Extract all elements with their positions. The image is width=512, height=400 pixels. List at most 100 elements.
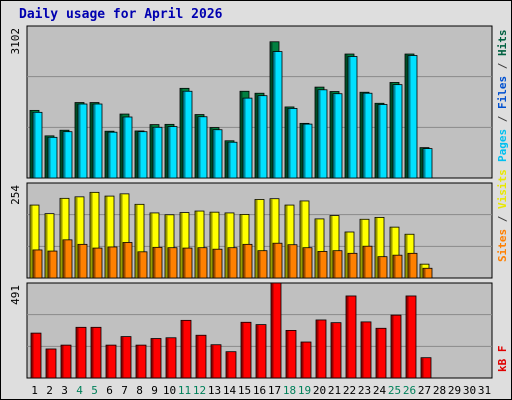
- bar-sites-day-14-shade: [228, 248, 231, 278]
- legend-segment: /: [496, 209, 509, 229]
- bar-visits-day-25-shade: [390, 227, 393, 278]
- bar-files-day-23: [362, 92, 373, 179]
- bar-hits-day-25-shade: [390, 82, 393, 178]
- bar-files-day-10: [167, 126, 178, 179]
- bar-hits-day-5-shade: [90, 103, 93, 178]
- bar-files-day-7: [122, 116, 133, 179]
- bar-files-day-22: [347, 56, 358, 179]
- bar-kbytes-day-4: [75, 326, 87, 379]
- bar-sites-day-4: [77, 243, 88, 279]
- bar-visits-day-21-shade: [330, 216, 333, 278]
- bar-kbytes-day-7-shade: [121, 337, 124, 378]
- bar-kbytes-day-12-shade: [196, 335, 199, 378]
- bar-visits-day-8-shade: [135, 204, 138, 278]
- bar-visits-day-2-shade: [45, 214, 48, 278]
- bar-sites-day-18: [287, 244, 298, 279]
- bar-kbytes-day-18: [285, 330, 297, 379]
- bar-hits-day-6-shade: [105, 131, 108, 178]
- bar-sites-day-21-shade: [333, 251, 336, 278]
- bar-sites-day-8: [137, 251, 148, 279]
- bar-files-day-5-shade: [93, 104, 96, 178]
- bar-hits-day-24-shade: [375, 103, 378, 178]
- xtick-day-27: 27: [418, 384, 431, 397]
- legend-visits: Sites / Visits: [496, 169, 509, 262]
- xtick-day-4: 4: [76, 384, 83, 397]
- bar-files-day-11-shade: [183, 91, 186, 178]
- bar-kbytes-day-9: [150, 338, 162, 379]
- bar-kbytes-day-5-shade: [91, 327, 94, 378]
- bar-kbytes-day-2: [45, 348, 57, 379]
- bar-kbytes-day-6: [105, 344, 117, 379]
- bar-kbytes-day-8-shade: [136, 345, 139, 378]
- legend-segment: Sites: [496, 229, 509, 262]
- bar-sites-day-15: [242, 243, 253, 279]
- bar-hits-day-20-shade: [315, 87, 318, 178]
- bar-sites-day-5-shade: [93, 248, 96, 278]
- bar-kbytes-day-11: [180, 319, 192, 379]
- bar-hits-day-17-shade: [270, 42, 273, 178]
- bar-files-day-13-shade: [213, 130, 216, 178]
- bar-files-day-3-shade: [63, 132, 66, 178]
- bar-visits-day-22-shade: [345, 232, 348, 278]
- bar-kbytes-day-23-shade: [361, 322, 364, 378]
- bar-files-day-27-shade: [423, 149, 426, 178]
- bar-sites-day-11: [182, 247, 193, 279]
- bar-kbytes-day-15: [240, 321, 252, 379]
- bar-kbytes-day-24: [375, 327, 387, 379]
- bar-sites-day-3-shade: [63, 240, 66, 278]
- bar-sites-day-22: [347, 252, 358, 279]
- bar-hits-day-12-shade: [195, 115, 198, 178]
- bar-files-day-17: [272, 51, 283, 179]
- bar-files-day-2-shade: [48, 137, 51, 178]
- xtick-day-2: 2: [46, 384, 53, 397]
- bar-kbytes-day-22-shade: [346, 296, 349, 378]
- bar-kbytes-day-6-shade: [106, 345, 109, 378]
- bar-sites-day-24: [377, 256, 388, 279]
- bar-visits-day-23-shade: [360, 219, 363, 278]
- bar-sites-day-2-shade: [48, 251, 51, 278]
- bar-kbytes-day-12: [195, 334, 207, 379]
- legend-hits: Pages / Files / Hits: [496, 30, 509, 163]
- bar-kbytes-day-17-shade: [271, 283, 274, 378]
- ylabel-max-visits: 254: [9, 185, 22, 205]
- bar-files-day-20-shade: [318, 90, 321, 178]
- bar-hits-day-14-shade: [225, 141, 228, 178]
- bar-files-day-13: [212, 129, 223, 179]
- bar-files-day-6: [107, 131, 118, 179]
- bar-visits-day-18-shade: [285, 205, 288, 278]
- bar-kbytes-day-24-shade: [376, 328, 379, 378]
- bar-kbytes-day-2-shade: [46, 349, 49, 378]
- bar-kbytes-day-22: [345, 295, 357, 379]
- xtick-day-15: 15: [238, 384, 251, 397]
- bar-sites-day-13: [212, 248, 223, 279]
- bar-sites-day-10: [167, 247, 178, 279]
- bar-files-day-15: [242, 97, 253, 179]
- bar-sites-day-7-shade: [123, 242, 126, 278]
- bar-hits-day-26-shade: [405, 54, 408, 178]
- bar-kbytes-day-25: [390, 314, 402, 379]
- bar-visits-day-27-shade: [420, 264, 423, 278]
- bar-files-day-9: [152, 126, 163, 179]
- bar-sites-day-9-shade: [153, 247, 156, 278]
- bar-visits-day-26-shade: [405, 234, 408, 278]
- bar-kbytes-day-21: [330, 322, 342, 379]
- bar-sites-day-14: [227, 247, 238, 279]
- bar-kbytes-day-25-shade: [391, 315, 394, 378]
- bar-kbytes-day-14-shade: [226, 352, 229, 378]
- bar-sites-day-12: [197, 247, 208, 279]
- bar-visits-day-6-shade: [105, 196, 108, 278]
- bar-hits-day-4-shade: [75, 103, 78, 178]
- bar-kbytes-day-3: [60, 344, 72, 379]
- bar-kbytes-day-23: [360, 321, 372, 379]
- bar-kbytes-day-13-shade: [211, 345, 214, 378]
- xtick-day-17: 17: [268, 384, 281, 397]
- bar-sites-day-16: [257, 250, 268, 279]
- bar-visits-day-13-shade: [210, 212, 213, 278]
- bar-kbytes-day-8: [135, 344, 147, 379]
- bar-sites-day-26-shade: [408, 253, 411, 278]
- bar-kbytes-day-16-shade: [256, 325, 259, 378]
- bar-files-day-8-shade: [138, 132, 141, 178]
- bar-kbytes-day-27-shade: [421, 358, 424, 378]
